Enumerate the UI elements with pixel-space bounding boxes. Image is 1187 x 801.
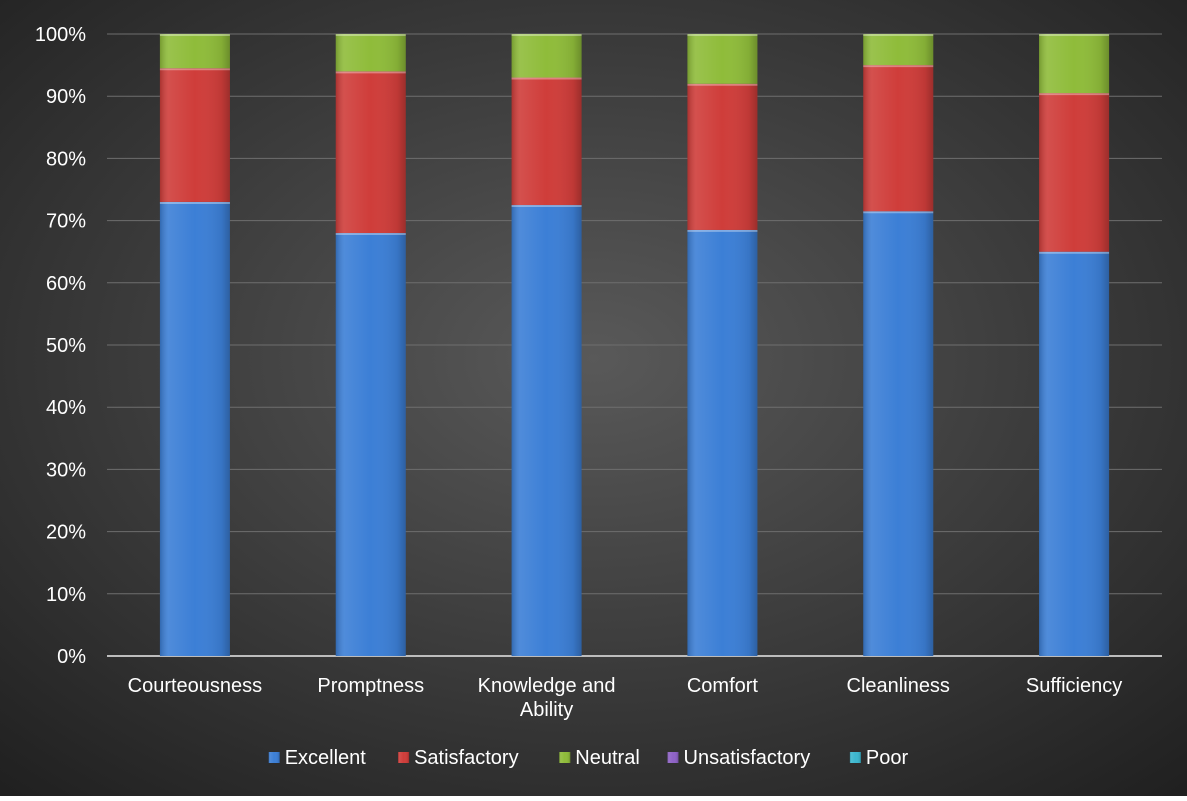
x-tick-label-line: Promptness [317,675,424,697]
bar-segment-shade [511,77,582,206]
bar-segment-shade [511,34,582,78]
y-tick-label: 20% [46,522,86,544]
y-tick-label: 60% [46,273,86,295]
y-tick-label: 50% [46,335,86,357]
bar-segment-shade [687,229,758,656]
bar-stack [863,34,934,656]
legend-label: Neutral [575,747,639,769]
bar-segment-shade [511,205,582,657]
bar-stack [159,34,230,656]
y-tick-label: 30% [46,459,86,481]
bar-segment-shade [863,211,934,656]
x-tick-label: Comfort [687,675,759,697]
bar-segment-shade [335,71,406,234]
x-tick-label: Cleanliness [847,675,950,697]
bar-stack [335,34,406,657]
y-tick-label: 0% [57,646,86,668]
x-tick-label-line: Knowledge and [478,675,616,697]
y-tick-label: 10% [46,584,86,606]
legend-item: Unsatisfactory [667,747,811,769]
x-tick-label-line: Cleanliness [847,675,950,697]
x-axis: Courteousness Promptness Knowledge and Abil… [128,675,1123,721]
bar-stack [687,34,758,656]
legend-label: Satisfactory [414,747,518,769]
legend-item: Poor [849,747,909,769]
bar-segment-shade [863,34,934,66]
bar-stack [511,34,582,657]
legend-item: Neutral [559,747,640,769]
x-tick-label-line: Comfort [687,675,759,697]
bar-segment-shade [1039,34,1110,94]
legend: Excellent Satisfactory Neutral Unsatisfacto… [268,747,909,769]
legend-label: Poor [866,747,909,769]
bar-segment-shade [159,34,230,69]
y-axis: 0% 10% 20% 30% 40% 50% 60% 70% 80% 90% 100% [35,24,86,668]
y-tick-label: 80% [46,148,86,170]
x-tick-label: Knowledge and Ability [478,675,616,721]
bar-segment-shade [863,65,934,212]
bar-segment-shade [687,34,758,84]
bar-stack [1039,34,1110,656]
legend-swatch-shade [559,752,571,763]
y-tick-label: 100% [35,24,86,46]
legend-item: Satisfactory [398,747,519,769]
gridlines [107,33,1162,657]
y-tick-label: 90% [46,86,86,108]
bars [159,34,1110,657]
x-tick-label-line: Ability [520,699,573,721]
bar-segment-shade [159,68,230,202]
x-tick-label: Promptness [317,675,424,697]
legend-item: Excellent [268,747,367,769]
y-tick-label: 40% [46,397,86,419]
legend-swatch-shade [268,752,280,763]
bar-segment-shade [335,233,406,657]
y-tick-label: 70% [46,211,86,233]
x-tick-label: Sufficiency [1026,675,1122,697]
x-tick-label: Courteousness [128,675,263,697]
legend-swatch-shade [398,752,410,763]
bar-segment-shade [1039,251,1110,656]
legend-label: Excellent [285,747,367,769]
legend-swatch-shade [667,752,679,763]
legend-swatch-shade [849,752,861,763]
bar-segment-shade [335,34,406,72]
bar-segment-shade [1039,93,1110,252]
bar-segment-shade [687,83,758,230]
x-tick-label-line: Sufficiency [1026,675,1122,697]
legend-label: Unsatisfactory [684,747,811,769]
x-tick-label-line: Courteousness [128,675,263,697]
bar-segment-shade [159,201,230,656]
